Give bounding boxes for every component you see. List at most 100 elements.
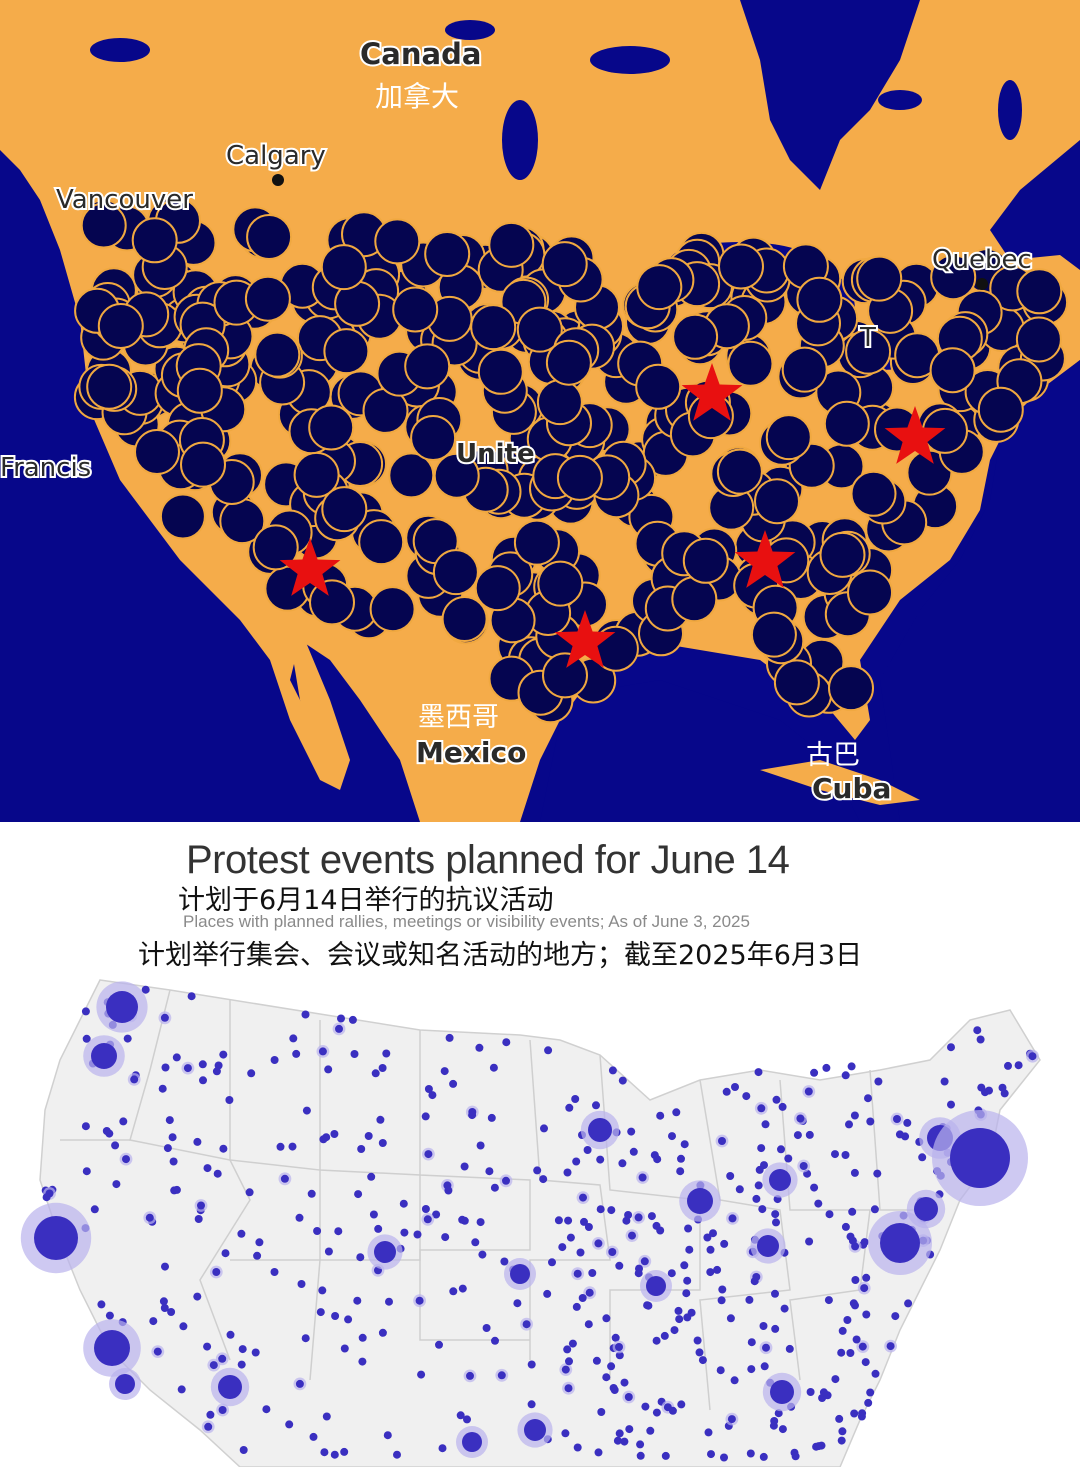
event-dot — [97, 1300, 106, 1309]
event-dot — [814, 1442, 823, 1451]
event-marker — [542, 652, 588, 699]
event-dot — [825, 1210, 834, 1219]
event-dot — [977, 1083, 986, 1092]
mexico-label: Mexico — [416, 736, 526, 769]
event-marker — [672, 313, 719, 360]
event-marker — [477, 348, 524, 395]
event-dot — [722, 1087, 731, 1096]
event-dot — [245, 1188, 254, 1197]
event-dot — [566, 1233, 575, 1242]
event-dot — [718, 1137, 726, 1145]
event-dot — [904, 1299, 913, 1308]
event-dot — [652, 1336, 661, 1345]
event-dot — [153, 1347, 162, 1356]
top-map: Canada 加拿大 Calgary Vancouver Quebec Fran… — [0, 0, 1080, 822]
event-dot — [866, 1388, 875, 1397]
event-dot — [218, 1406, 227, 1414]
event-dot — [726, 1172, 735, 1180]
event-marker — [176, 367, 223, 414]
event-dot — [615, 1261, 624, 1270]
event-dot — [382, 1049, 391, 1058]
cuba-land — [760, 760, 920, 805]
event-dot — [805, 1237, 814, 1246]
event-dot — [424, 1150, 433, 1159]
event-dot — [799, 1162, 808, 1170]
event-dot — [835, 1414, 844, 1423]
event-dot — [193, 1137, 202, 1146]
event-dot — [159, 1297, 168, 1306]
event-dot — [676, 1167, 685, 1176]
toronto-label: T — [859, 323, 876, 353]
event-dot — [758, 1205, 767, 1214]
event-dot — [861, 1358, 870, 1367]
event-dot — [628, 1231, 636, 1240]
event-dot — [475, 1043, 484, 1052]
event-dot — [891, 1312, 900, 1321]
event-marker — [845, 328, 892, 375]
event-dot — [400, 1228, 409, 1237]
event-dot — [340, 1344, 349, 1353]
event-dot — [585, 1288, 594, 1297]
event-marker — [754, 478, 800, 525]
event-dot — [804, 1087, 813, 1096]
event-dot — [145, 1213, 154, 1222]
calgary-dot — [272, 174, 284, 186]
event-dot — [597, 1408, 606, 1416]
event-marker — [765, 414, 812, 461]
event-dot — [198, 1060, 207, 1069]
event-dot — [428, 1091, 437, 1100]
event-dot — [374, 1224, 383, 1233]
event-dot — [682, 1289, 691, 1298]
event-dot — [123, 1034, 132, 1043]
event-dot — [778, 1425, 787, 1434]
event-dot — [718, 1285, 727, 1294]
event-dot — [285, 1420, 294, 1429]
event-marker — [97, 303, 144, 349]
event-dot — [527, 1400, 536, 1409]
event-dot — [754, 1068, 763, 1077]
event-dot — [500, 1257, 509, 1266]
quebec-label: Quebec — [932, 245, 1032, 275]
event-dot — [706, 1268, 715, 1277]
event-marker — [977, 386, 1024, 433]
event-dot — [82, 1034, 91, 1043]
event-dot — [367, 1172, 376, 1181]
event-dot — [1014, 1061, 1023, 1070]
chart-title: Protest events planned for June 14 — [186, 838, 790, 882]
event-dot — [543, 1289, 552, 1298]
event-dot — [364, 1132, 373, 1140]
event-dot — [864, 1398, 873, 1407]
event-dot — [796, 1114, 805, 1123]
event-marker — [474, 565, 521, 612]
event-dot — [620, 1378, 629, 1387]
event-dot — [746, 1449, 755, 1458]
event-dot — [770, 1380, 794, 1404]
event-dot — [903, 1118, 912, 1127]
event-dot — [374, 1241, 396, 1263]
vancouver-label: Vancouver — [56, 185, 193, 215]
event-dot — [115, 1374, 135, 1394]
event-dot — [219, 1144, 228, 1153]
event-marker — [718, 243, 764, 290]
event-dot — [91, 1043, 117, 1069]
event-dot — [213, 1169, 222, 1178]
event-dot — [561, 1429, 570, 1438]
event-dot — [973, 1026, 982, 1035]
event-dot — [596, 1205, 605, 1214]
event-dot — [458, 1284, 467, 1293]
event-dot — [850, 1409, 859, 1418]
event-dot — [680, 1140, 689, 1149]
event-dot — [674, 1306, 683, 1315]
event-dot — [187, 992, 196, 1001]
event-dot — [330, 1130, 339, 1138]
event-dot — [337, 1014, 345, 1023]
event-dot — [588, 1118, 612, 1142]
event-dot — [652, 1408, 661, 1417]
event-marker — [244, 275, 291, 322]
event-dot — [760, 1362, 769, 1371]
event-dot — [607, 1362, 616, 1371]
event-dot — [219, 1050, 228, 1059]
event-dot — [728, 1214, 737, 1223]
event-dot — [476, 1141, 485, 1150]
event-dot — [720, 1453, 728, 1462]
